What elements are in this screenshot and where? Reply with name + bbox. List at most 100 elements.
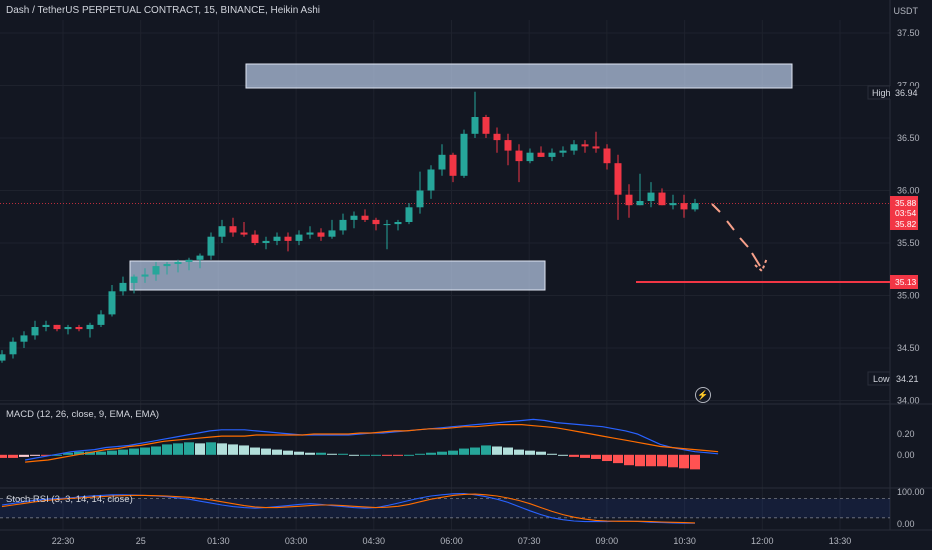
candle-body[interactable] bbox=[218, 226, 226, 237]
candles[interactable] bbox=[0, 91, 699, 363]
candle-body[interactable] bbox=[108, 291, 116, 315]
candle-body[interactable] bbox=[119, 282, 127, 292]
candle-body[interactable] bbox=[9, 341, 17, 355]
candle-body[interactable] bbox=[328, 230, 336, 237]
candle-body[interactable] bbox=[31, 327, 39, 336]
macd-histogram-bar bbox=[448, 450, 458, 455]
time-axis[interactable]: 22:30 25 01:30 03:00 04:30 06:00 07:30 09:00 10:… bbox=[52, 536, 852, 546]
candle-body[interactable] bbox=[130, 276, 138, 283]
macd-title: MACD (12, 26, close, 9, EMA, EMA) bbox=[6, 409, 160, 420]
candle-body[interactable] bbox=[317, 232, 325, 237]
candle-body[interactable] bbox=[394, 222, 402, 225]
candle-body[interactable] bbox=[152, 266, 160, 275]
candle-body[interactable] bbox=[372, 219, 380, 225]
candle-body[interactable] bbox=[240, 232, 248, 235]
candle-body[interactable] bbox=[86, 324, 94, 330]
candle-body[interactable] bbox=[20, 335, 28, 342]
candle-body[interactable] bbox=[515, 150, 523, 162]
candle-body[interactable] bbox=[383, 224, 391, 226]
macd-histogram-bar bbox=[118, 449, 128, 455]
macd-histogram-bar bbox=[646, 454, 656, 467]
candle-body[interactable] bbox=[526, 152, 534, 162]
macd-histogram-bar bbox=[184, 442, 194, 455]
price-tick: 34.00 bbox=[897, 396, 920, 406]
macd-histogram-bar bbox=[206, 442, 216, 455]
macd-histogram-bar bbox=[107, 450, 117, 455]
candle-body[interactable] bbox=[0, 354, 6, 361]
candle-body[interactable] bbox=[163, 264, 171, 267]
candle-body[interactable] bbox=[603, 148, 611, 164]
candle-body[interactable] bbox=[273, 236, 281, 241]
prev-close: 35.82 bbox=[895, 219, 917, 229]
candle-body[interactable] bbox=[53, 324, 61, 330]
candle-body[interactable] bbox=[97, 314, 105, 325]
candle-body[interactable] bbox=[537, 152, 545, 157]
macd-histogram-bar bbox=[624, 454, 634, 466]
candle-body[interactable] bbox=[361, 215, 369, 220]
candle-body[interactable] bbox=[471, 117, 479, 134]
candle-body[interactable] bbox=[196, 255, 204, 260]
candle-body[interactable] bbox=[251, 234, 259, 243]
lower-zone bbox=[129, 260, 546, 291]
macd-histogram-bar bbox=[129, 448, 139, 455]
candle-body[interactable] bbox=[229, 226, 237, 233]
macd-panel[interactable]: 0.20 0.00 bbox=[0, 418, 915, 470]
candle-body[interactable] bbox=[482, 117, 490, 134]
upper-zone bbox=[245, 63, 793, 89]
candle-body[interactable] bbox=[691, 203, 699, 210]
candle-body[interactable] bbox=[416, 190, 424, 208]
macd-histogram-bar bbox=[635, 454, 645, 467]
candle-body[interactable] bbox=[559, 150, 567, 153]
candle-body[interactable] bbox=[64, 327, 72, 330]
candle-body[interactable] bbox=[449, 154, 457, 176]
candle-body[interactable] bbox=[570, 144, 578, 151]
candle-body[interactable] bbox=[207, 236, 215, 256]
candle-body[interactable] bbox=[350, 215, 358, 220]
candle-body[interactable] bbox=[438, 154, 446, 170]
candle-body[interactable] bbox=[625, 194, 633, 206]
candle-body[interactable] bbox=[427, 169, 435, 191]
candle-body[interactable] bbox=[295, 234, 303, 241]
price-tick: 36.50 bbox=[897, 133, 920, 143]
candle-body[interactable] bbox=[493, 133, 501, 141]
candle-body[interactable] bbox=[141, 274, 149, 277]
candle-body[interactable] bbox=[581, 144, 589, 147]
candle-body[interactable] bbox=[460, 133, 468, 176]
candle-body[interactable] bbox=[42, 324, 50, 327]
candle-body[interactable] bbox=[647, 192, 655, 201]
projection-arrow[interactable] bbox=[711, 203, 768, 273]
flash-icon[interactable]: ⚡ bbox=[695, 387, 711, 403]
macd-histogram-bar bbox=[305, 452, 315, 455]
candle-body[interactable] bbox=[669, 203, 677, 206]
candle-body[interactable] bbox=[592, 146, 600, 149]
candle-body[interactable] bbox=[680, 203, 688, 210]
price-tick: 37.50 bbox=[897, 28, 920, 38]
macd-histogram-bar bbox=[657, 454, 667, 467]
candle-body[interactable] bbox=[405, 207, 413, 222]
macd-tick: 0.20 bbox=[897, 429, 915, 439]
candle-body[interactable] bbox=[75, 327, 83, 330]
high-value-badge bbox=[890, 86, 916, 99]
candle-body[interactable] bbox=[339, 219, 347, 231]
price-axis[interactable]: 37.50 37.00 36.50 36.00 35.50 35.00 34.50 34.00 bbox=[897, 28, 920, 406]
countdown: 03:54 bbox=[895, 208, 917, 218]
candle-body[interactable] bbox=[504, 140, 512, 151]
stoch-rsi-panel[interactable]: 100.00 0.00 bbox=[0, 487, 925, 529]
time-tick: 12:00 bbox=[751, 536, 774, 546]
candle-body[interactable] bbox=[548, 152, 556, 157]
macd-histogram-bar bbox=[162, 444, 172, 455]
macd-histogram-bar bbox=[547, 453, 557, 455]
macd-histogram-bar bbox=[74, 451, 84, 455]
low-label: Low bbox=[873, 374, 890, 384]
candle-body[interactable] bbox=[306, 232, 314, 235]
candle-body[interactable] bbox=[284, 236, 292, 241]
candle-body[interactable] bbox=[658, 192, 666, 206]
candle-body[interactable] bbox=[174, 261, 182, 264]
macd-histogram-bar bbox=[492, 446, 502, 455]
candle-body[interactable] bbox=[636, 201, 644, 206]
candle-body[interactable] bbox=[262, 240, 270, 243]
candle-body[interactable] bbox=[185, 259, 193, 262]
candle-body[interactable] bbox=[614, 163, 622, 195]
macd-histogram-bar bbox=[19, 454, 29, 457]
